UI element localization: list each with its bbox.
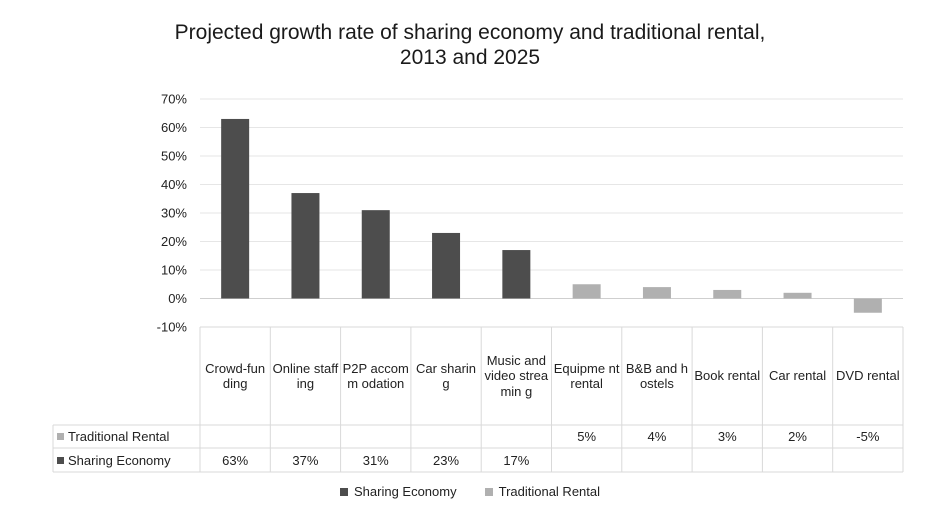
bar xyxy=(853,298,882,313)
table-row-label: Traditional Rental xyxy=(57,425,169,448)
legend-label: Traditional Rental xyxy=(498,484,601,499)
legend: Sharing Economy Traditional Rental xyxy=(0,484,940,499)
category-label: Car sharing xyxy=(416,360,477,392)
series-swatch xyxy=(57,433,64,440)
series-name: Sharing Economy xyxy=(68,452,171,468)
legend-swatch xyxy=(484,487,493,496)
bar xyxy=(572,284,601,299)
data-label: -5% xyxy=(856,429,880,444)
y-tick-label: 30% xyxy=(161,206,187,221)
legend-item: Traditional Rental xyxy=(484,484,601,499)
bar xyxy=(783,292,812,299)
y-tick-label: 40% xyxy=(161,177,187,192)
data-label: 23% xyxy=(433,452,460,468)
legend-swatch xyxy=(339,487,348,496)
data-label: 4% xyxy=(647,429,667,444)
data-label: 37% xyxy=(292,452,319,468)
category-label: Online staffing xyxy=(272,360,339,392)
y-tick-label: 10% xyxy=(161,263,187,278)
category-label: Music and video streamin g xyxy=(484,352,549,399)
chart-title-line-1: Projected growth rate of sharing economy… xyxy=(174,21,766,44)
category-label: Book rental xyxy=(694,368,761,384)
y-tick-label: 50% xyxy=(161,149,187,164)
series-swatch xyxy=(57,456,64,464)
y-tick-label: 20% xyxy=(161,234,187,249)
y-tick-label: 0% xyxy=(168,291,187,306)
chart-title-line-2: 2013 and 2025 xyxy=(399,46,541,69)
series-name: Traditional Rental xyxy=(68,429,170,444)
chart-title: Projected growth rate of sharing economy… xyxy=(0,20,940,70)
data-label: 17% xyxy=(503,452,530,468)
legend-item: Sharing Economy xyxy=(339,484,457,499)
category-label: DVD rental xyxy=(836,368,900,384)
category-label: P2P accomm odation xyxy=(342,360,409,392)
category-label: Crowd-funding xyxy=(205,360,266,392)
bar xyxy=(361,210,390,299)
legend-label: Sharing Economy xyxy=(353,484,457,499)
table-row-label: Sharing Economy xyxy=(57,448,171,472)
category-label: Equipme nt rental xyxy=(553,360,620,392)
data-label: 63% xyxy=(222,452,249,468)
bar xyxy=(291,193,320,299)
category-label: Car rental xyxy=(769,368,827,384)
data-label: 3% xyxy=(717,429,737,444)
bar xyxy=(432,232,461,299)
data-label: 31% xyxy=(362,452,389,468)
bar xyxy=(713,289,742,299)
category-label: B&B and hostels xyxy=(625,360,689,392)
bar xyxy=(502,250,531,299)
data-label: 5% xyxy=(577,429,597,444)
y-tick-label: 60% xyxy=(161,120,187,135)
y-tick-label: -10% xyxy=(157,320,188,335)
data-label: 2% xyxy=(788,429,807,444)
bar xyxy=(642,287,671,299)
bar xyxy=(221,118,250,299)
y-tick-label: 70% xyxy=(161,92,187,107)
